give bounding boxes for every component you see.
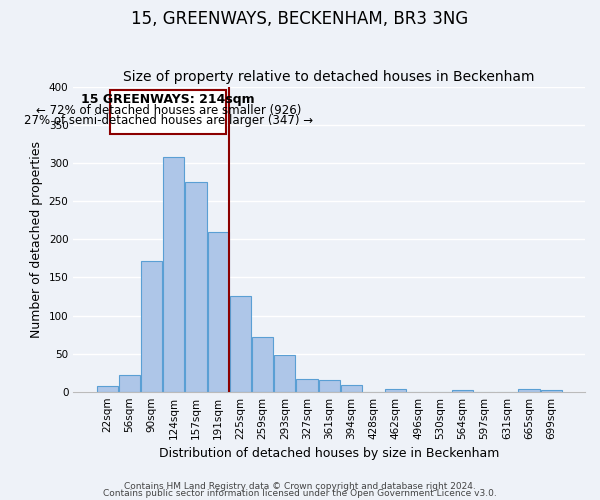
Bar	[97, 386, 118, 392]
Bar	[296, 380, 317, 392]
Bar	[141, 260, 162, 392]
Bar	[341, 385, 362, 392]
Text: ← 72% of detached houses are smaller (926): ← 72% of detached houses are smaller (92…	[35, 104, 301, 117]
X-axis label: Distribution of detached houses by size in Beckenham: Distribution of detached houses by size …	[159, 447, 499, 460]
Bar	[208, 232, 229, 392]
Text: 27% of semi-detached houses are larger (347) →: 27% of semi-detached houses are larger (…	[23, 114, 313, 128]
Bar	[119, 375, 140, 392]
FancyBboxPatch shape	[110, 90, 226, 134]
Title: Size of property relative to detached houses in Beckenham: Size of property relative to detached ho…	[124, 70, 535, 85]
Text: Contains HM Land Registry data © Crown copyright and database right 2024.: Contains HM Land Registry data © Crown c…	[124, 482, 476, 491]
Bar	[185, 182, 206, 392]
Bar	[541, 390, 562, 392]
Bar	[274, 355, 295, 392]
Y-axis label: Number of detached properties: Number of detached properties	[30, 141, 43, 338]
Bar	[230, 296, 251, 392]
Bar	[163, 157, 184, 392]
Bar	[385, 388, 406, 392]
Bar	[252, 337, 273, 392]
Text: 15, GREENWAYS, BECKENHAM, BR3 3NG: 15, GREENWAYS, BECKENHAM, BR3 3NG	[131, 10, 469, 28]
Bar	[319, 380, 340, 392]
Text: Contains public sector information licensed under the Open Government Licence v3: Contains public sector information licen…	[103, 489, 497, 498]
Text: 15 GREENWAYS: 214sqm: 15 GREENWAYS: 214sqm	[82, 93, 255, 106]
Bar	[518, 390, 539, 392]
Bar	[452, 390, 473, 392]
